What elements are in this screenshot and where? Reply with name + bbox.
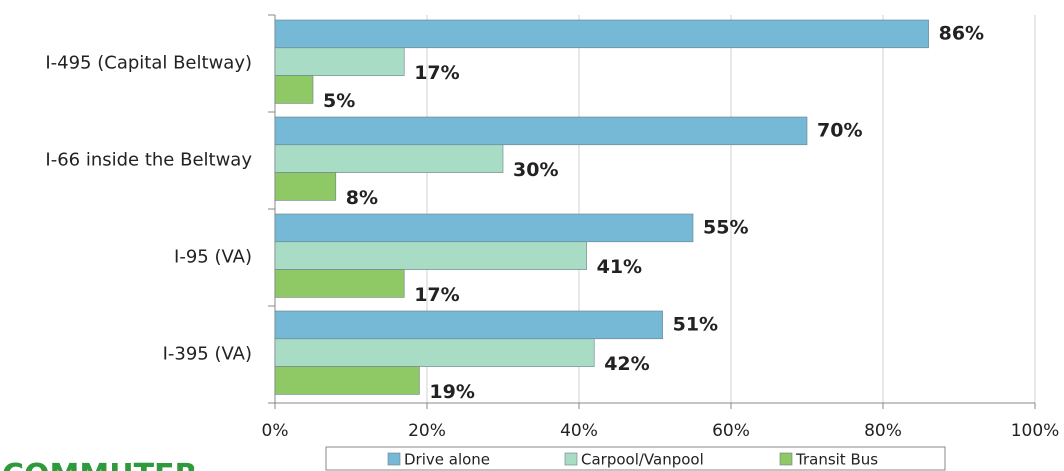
- bar: [274, 19, 929, 49]
- x-tick-label: 80%: [864, 421, 902, 441]
- logo: COMMUTER: [2, 458, 198, 471]
- value-label: 5%: [323, 90, 355, 112]
- y-tick-label: I-495 (Capital Beltway): [45, 53, 252, 74]
- bar: [274, 213, 694, 243]
- bar: [274, 338, 595, 367]
- bar: [274, 366, 420, 395]
- value-label: 51%: [673, 313, 718, 335]
- bar: [274, 75, 314, 104]
- bar: [274, 144, 504, 173]
- legend-label: Drive alone: [404, 451, 490, 469]
- x-tick-label: 40%: [560, 421, 598, 441]
- x-tick-label: 60%: [712, 421, 750, 441]
- bar: [274, 269, 405, 298]
- legend-swatch: [779, 452, 793, 466]
- legend-swatch: [387, 452, 401, 466]
- x-tick-label: 100%: [1011, 421, 1060, 441]
- value-label: 55%: [703, 216, 748, 238]
- value-label: 30%: [513, 159, 558, 181]
- y-tick-label: I-66 inside the Beltway: [45, 150, 252, 171]
- legend-swatch: [564, 452, 578, 466]
- bar: [274, 310, 663, 340]
- legend-label: Carpool/Vanpool: [581, 451, 704, 469]
- legend-label: Transit Bus: [795, 451, 878, 469]
- x-tick-label: 0%: [262, 421, 289, 441]
- value-label: 19%: [429, 381, 474, 403]
- value-label: 17%: [414, 284, 459, 306]
- value-label: 42%: [604, 353, 649, 375]
- bar: [274, 172, 337, 201]
- bar: [274, 116, 808, 146]
- value-label: 8%: [346, 187, 378, 209]
- x-tick-label: 20%: [408, 421, 446, 441]
- bar: [274, 241, 587, 270]
- value-label: 41%: [597, 256, 642, 278]
- bar: [274, 47, 405, 76]
- y-tick-label: I-395 (VA): [163, 344, 252, 365]
- value-label: 70%: [817, 119, 862, 141]
- value-label: 17%: [414, 62, 459, 84]
- value-label: 86%: [939, 22, 984, 44]
- y-tick-label: I-95 (VA): [174, 247, 252, 268]
